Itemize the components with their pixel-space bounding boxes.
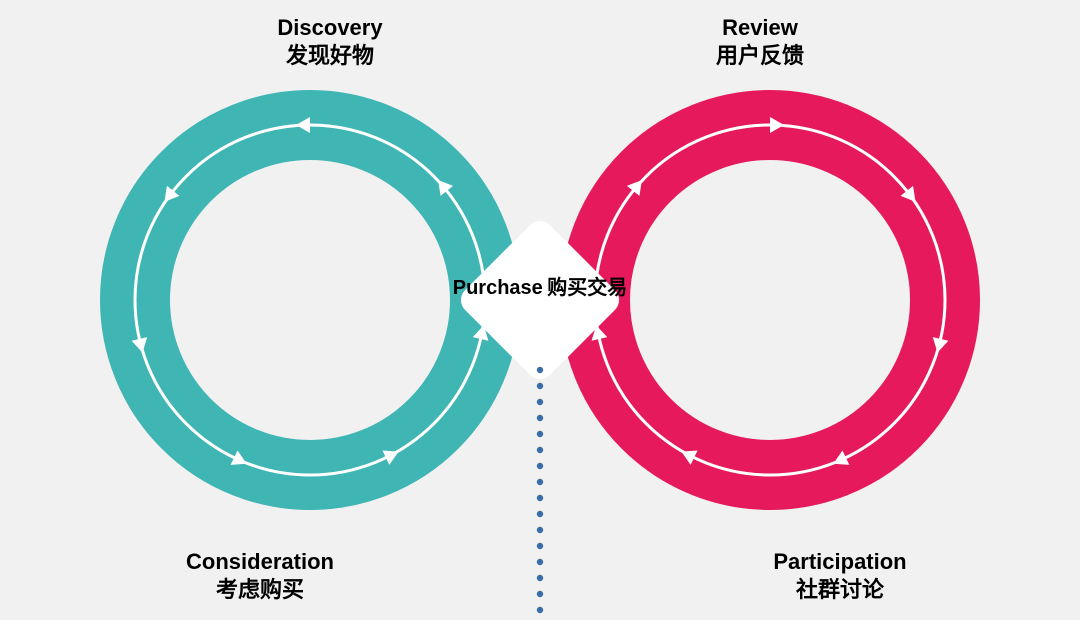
label-purchase-zh: 购买交易 xyxy=(547,277,627,299)
label-consideration-en: Consideration xyxy=(130,548,390,576)
diagram-svg xyxy=(0,0,1080,620)
label-participation: Participation 社群讨论 xyxy=(710,548,970,603)
label-participation-en: Participation xyxy=(710,548,970,576)
label-participation-zh: 社群讨论 xyxy=(710,576,970,604)
label-discovery-zh: 发现好物 xyxy=(200,42,460,70)
label-review-zh: 用户反馈 xyxy=(630,42,890,70)
label-discovery: Discovery 发现好物 xyxy=(200,14,460,69)
label-purchase: Purchase 购买交易 xyxy=(440,276,640,301)
label-review-en: Review xyxy=(630,14,890,42)
infinity-loop-diagram: Discovery 发现好物 Review 用户反馈 Purchase 购买交易… xyxy=(0,0,1080,620)
label-consideration: Consideration 考虑购买 xyxy=(130,548,390,603)
label-purchase-en: Purchase xyxy=(453,277,543,299)
label-consideration-zh: 考虑购买 xyxy=(130,576,390,604)
label-review: Review 用户反馈 xyxy=(630,14,890,69)
label-discovery-en: Discovery xyxy=(200,14,460,42)
